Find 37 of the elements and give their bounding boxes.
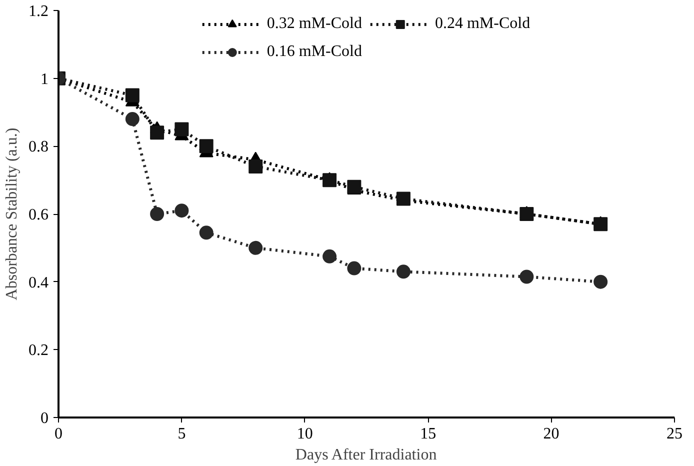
- point: [199, 139, 214, 154]
- point: [322, 173, 337, 188]
- point: [125, 88, 140, 102]
- y-tick-label: 0.6: [28, 206, 48, 224]
- x-tick-label: 10: [296, 426, 313, 442]
- point: [594, 217, 608, 232]
- point: [174, 122, 189, 136]
- y-tick-label: 0.8: [28, 138, 48, 156]
- point: [396, 264, 410, 279]
- point: [347, 261, 362, 276]
- x-axis-title: Days After Irradiation: [295, 446, 437, 464]
- point: [322, 249, 337, 264]
- y-tick-label: 0: [40, 410, 48, 427]
- point: [594, 274, 608, 289]
- legend-label: 0.32 mM-Cold: [266, 15, 362, 33]
- point: [150, 207, 164, 221]
- y-tick-label: 1.2: [28, 3, 48, 20]
- point: [150, 126, 164, 140]
- legend-label: 0.16 mM-Cold: [266, 43, 362, 61]
- point: [347, 180, 362, 194]
- point: [125, 112, 140, 126]
- point: [520, 207, 534, 221]
- y-tick-label: 0.4: [28, 274, 48, 292]
- x-tick-label: 5: [178, 426, 186, 442]
- point: [248, 160, 263, 174]
- x-tick-label: 15: [420, 426, 436, 442]
- legend-label: 0.24 mM-Cold: [435, 15, 530, 33]
- y-tick-label: 1: [40, 70, 48, 88]
- x-tick-label: 0: [54, 426, 62, 442]
- point: [174, 204, 189, 218]
- point: [520, 270, 534, 284]
- point: [248, 240, 263, 255]
- x-tick-label: 20: [543, 426, 560, 442]
- y-axis-title: Absorbance Stability (a.u.): [4, 128, 20, 300]
- x-tick-label: 25: [666, 426, 682, 442]
- y-tick-label: 0.2: [28, 342, 48, 360]
- point: [199, 226, 214, 240]
